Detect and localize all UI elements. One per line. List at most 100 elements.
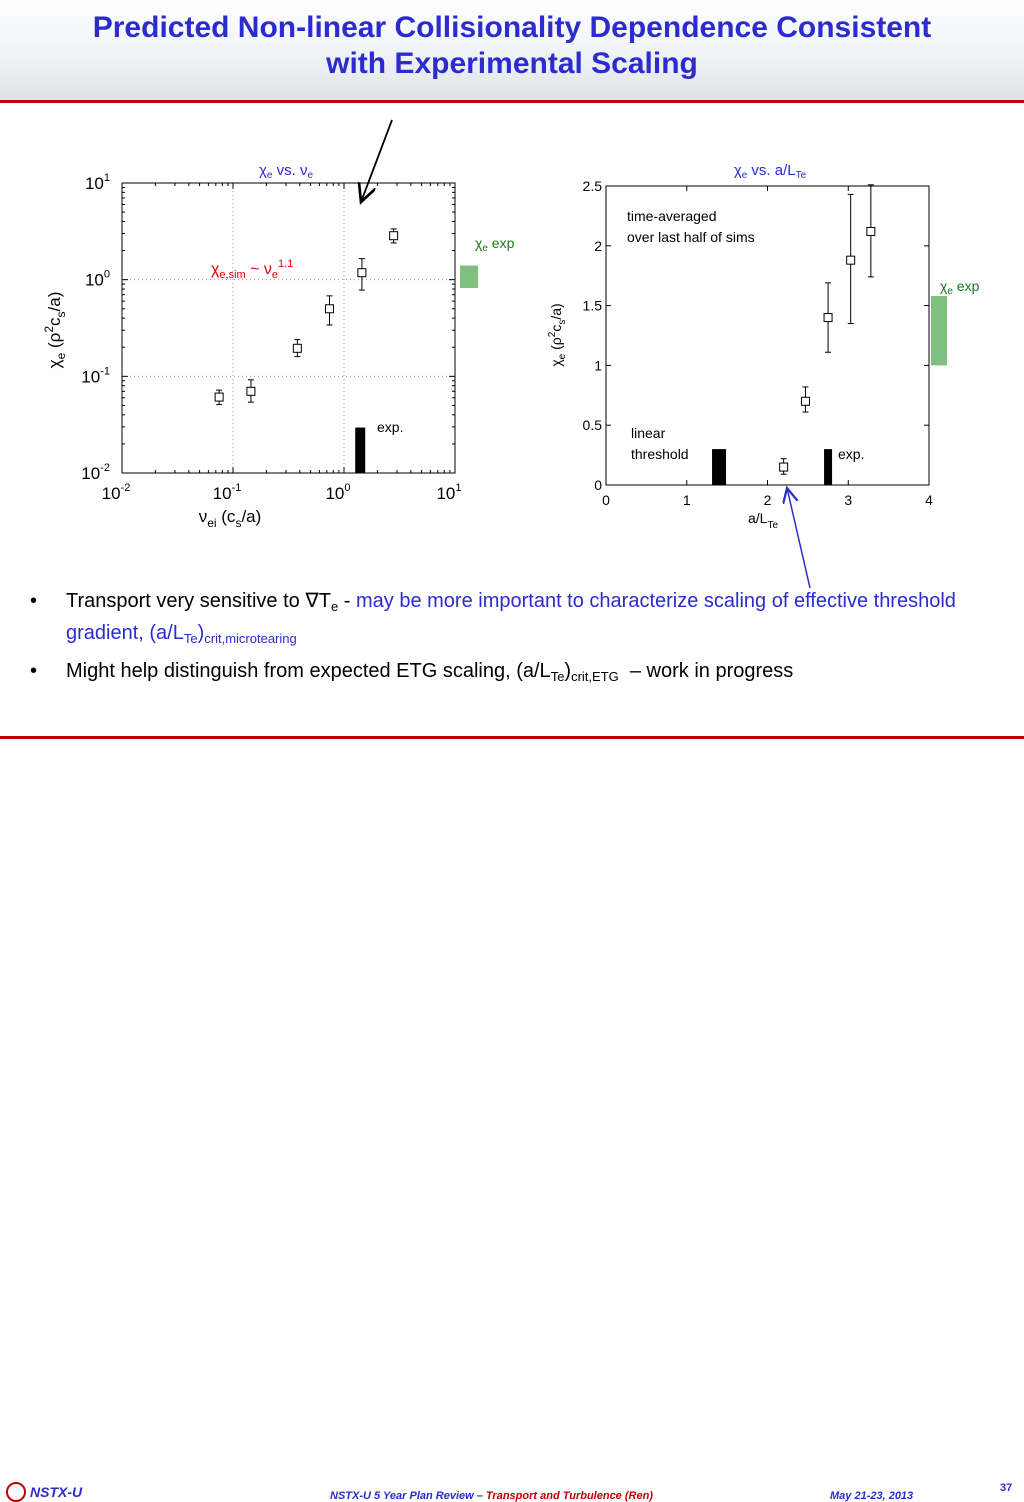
c1-exp-bar-label: exp.: [377, 419, 403, 435]
c1-data-point: [389, 231, 399, 241]
b2-sub-te: Te: [550, 669, 565, 684]
b1-sub-e: e: [330, 599, 339, 614]
c2-ylabel-chi: χ: [548, 359, 564, 367]
c1-ytick-exp: -2: [100, 462, 110, 474]
c1-xtick-label: 101: [436, 482, 461, 503]
b2-text-a: Might help distinguish from expected ETG…: [66, 660, 551, 682]
c2-data-point: [846, 255, 856, 265]
c1-data-point: [357, 268, 367, 278]
c1-ytick-exp: 0: [104, 269, 110, 281]
c1-xlabel: νei (cs/a): [199, 507, 262, 530]
c2-data-point: [823, 313, 833, 323]
chart-2-marks: [712, 184, 947, 485]
c2-xlabel-sub: Te: [767, 520, 778, 531]
chart-1-plot-frame: [121, 182, 456, 474]
c2-ytick-label: 1.5: [583, 298, 603, 314]
c2-ytick-label: 0: [594, 477, 602, 493]
bullet-1: Transport very sensitive to ∇Te - may be…: [30, 588, 1020, 652]
c1-xtick-base: 10: [325, 484, 344, 503]
c1-exp-bar: [355, 427, 366, 473]
c1-ylabel-sup: 2: [42, 326, 56, 333]
c2-xtick-label: 4: [925, 492, 933, 508]
c1-ylabel-c: c: [45, 317, 64, 326]
c2-xtick-label: 0: [602, 492, 610, 508]
c2-ylabel: χe (ρ2cs/a): [547, 303, 568, 366]
chart-2-ticks: 0 1 2 3 4 0 0.5 1 1.5 2 2.5: [583, 178, 934, 508]
c1-title-mid: vs.: [272, 162, 300, 179]
chart-1-grid: [122, 183, 455, 473]
c2-exp-band: [931, 296, 947, 366]
c1-ytick-base: 10: [85, 271, 104, 290]
c1-ylabel-sub2: s: [54, 311, 68, 317]
title-band: [0, 0, 1024, 100]
c1-ann-nu: ν: [264, 261, 272, 278]
c1-ylabel: χe (ρ2cs/a): [42, 292, 68, 369]
c1-ann-sup: 1.1: [278, 258, 293, 270]
c2-xlabel: a/LTe: [748, 510, 778, 531]
bullet-list: Transport very sensitive to ∇Te - may be…: [30, 588, 1020, 696]
chart-1-title: χe vs. νe: [259, 162, 313, 181]
c1-band-sub: e: [482, 243, 488, 254]
c1-xtick-base: 10: [102, 484, 121, 503]
c1-title-nu: ν: [300, 162, 308, 179]
c2-band-chi: χ: [940, 278, 948, 294]
c1-xtick-exp: -2: [121, 482, 131, 494]
chart-2: χe vs. a/LTe 0 1 2 3 400.511.522.5 time-aver…: [547, 162, 980, 531]
c2-ylabel-sub1: e: [557, 353, 568, 359]
c2-ytick-label: 1: [594, 357, 602, 373]
c1-ytick-label: 10-2: [81, 462, 110, 483]
c2-data-point: [779, 462, 789, 472]
c2-title-sub: e: [742, 170, 748, 181]
c1-scaling-annotation: χe,sim ~ νe1.1: [211, 258, 293, 281]
c1-data-point: [214, 392, 224, 402]
c1-ann-sub: e,sim: [219, 269, 245, 281]
c1-title-chi: χ: [259, 162, 267, 179]
c1-xtick-base: 10: [213, 484, 232, 503]
b1-text-a: Transport very sensitive to: [66, 590, 306, 612]
c1-xtick-exp: 1: [455, 482, 461, 494]
title-divider: [0, 100, 1024, 103]
b1-blue: may be more important to characterize sc…: [66, 590, 956, 646]
c1-xlabel-paren: (c: [217, 507, 236, 526]
c1-exp-band: [460, 265, 478, 288]
c1-xtick-label: 100: [325, 482, 350, 503]
c1-band-chi: χ: [475, 235, 483, 251]
c1-ytick-label: 101: [85, 172, 110, 193]
nstx-logo-icon: [6, 1482, 26, 1502]
slide-title: Predicted Non-linear Collisionality Depe…: [0, 10, 1024, 82]
b2-close: ): [564, 660, 572, 682]
c1-ytick-base: 10: [81, 367, 100, 386]
c1-xtick-exp: -1: [232, 482, 242, 494]
footer-date: May 21-23, 2013: [830, 1490, 914, 1502]
c1-xtick-base: 10: [436, 484, 455, 503]
b2-sub-crit: crit,ETG: [571, 669, 619, 684]
c2-ylabel-sup: 2: [547, 331, 558, 337]
b1-blue-sub-te: Te: [183, 631, 198, 646]
c1-ytick-exp: 1: [104, 172, 110, 184]
footer-logo-text: NSTX-U: [30, 1484, 83, 1500]
c1-title-sub: e: [267, 170, 273, 181]
title-line-2: with Experimental Scaling: [326, 47, 698, 80]
footer: NSTX-U NSTX-U 5 Year Plan Review – Trans…: [0, 740, 1024, 1502]
c2-linear-line2: threshold: [631, 446, 689, 462]
b1-blue-close: ): [197, 622, 205, 644]
b1-blue-a: may be more important to characterize sc…: [66, 590, 956, 644]
c2-title-chi: χ: [734, 162, 742, 179]
title-line-1: Predicted Non-linear Collisionality Depe…: [92, 11, 932, 44]
c1-xtick-label: 10-2: [102, 482, 131, 503]
b1-grad: ∇T: [305, 590, 331, 612]
c2-threshold-bar: [712, 449, 727, 485]
c2-exp-bar-label: exp.: [838, 446, 864, 462]
c1-ylabel-tail: /a): [45, 292, 64, 312]
c1-ytick-label: 100: [85, 269, 110, 290]
c2-band-sub: e: [947, 286, 953, 297]
c2-band-rest: exp: [953, 278, 980, 294]
c2-exp-bar: [824, 449, 833, 485]
c1-data-point: [292, 343, 302, 353]
c1-data-point: [324, 304, 334, 314]
b1-dash: -: [338, 590, 356, 612]
c1-ylabel-sub1: e: [54, 352, 68, 359]
c1-xtick-label: 10-1: [213, 482, 242, 503]
